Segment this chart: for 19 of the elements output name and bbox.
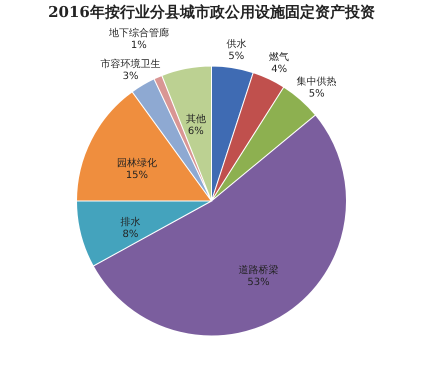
data-label: 8%	[122, 228, 138, 240]
data-label: 1%	[130, 40, 147, 52]
chart-title: 2016年按行业分县城市政公用设施固定资产投资	[48, 3, 375, 21]
slice-label: 供水	[226, 38, 246, 50]
data-label: 4%	[271, 64, 288, 76]
slice-label: 燃气	[269, 51, 290, 64]
data-label: 5%	[228, 50, 244, 62]
data-label: 53%	[247, 277, 270, 288]
slice-label: 其他	[186, 112, 206, 125]
data-label: 6%	[188, 126, 204, 137]
slice-label: 道路桥梁	[238, 264, 279, 276]
slice-label: 市容环境卫生	[100, 58, 161, 70]
slice-label: 地下综合管廊	[108, 27, 169, 40]
data-label: 15%	[126, 170, 148, 181]
data-label: 3%	[122, 71, 138, 82]
slice-label: 园林绿化	[116, 157, 157, 169]
data-label: 5%	[308, 88, 325, 100]
slice-label: 集中供热	[296, 76, 337, 88]
slice-label: 排水	[120, 216, 140, 228]
